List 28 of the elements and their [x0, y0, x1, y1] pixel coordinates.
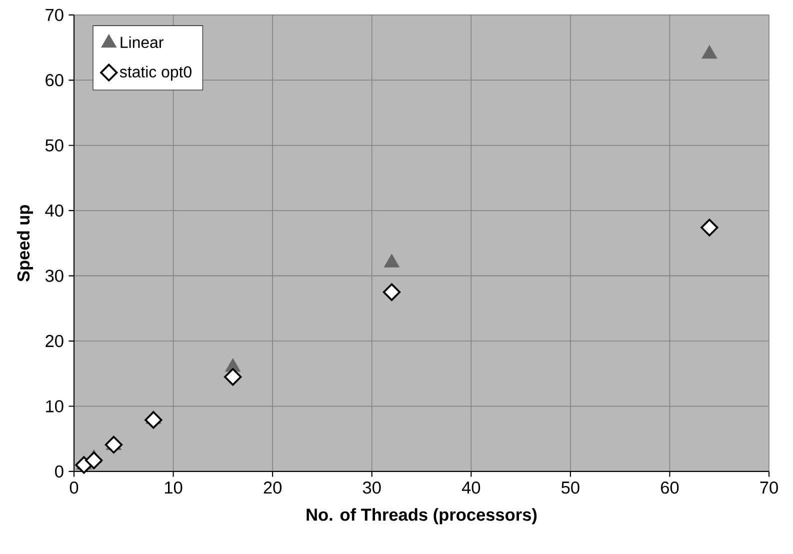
point	[700, 218, 718, 236]
legend-label: static opt0	[120, 66, 192, 81]
point	[144, 411, 162, 429]
point	[702, 45, 718, 59]
point	[224, 368, 242, 386]
x-tick-label: 10	[165, 481, 182, 494]
legend-label: Linear	[120, 36, 164, 48]
x-axis-title: No. of Threads (processors)	[306, 508, 537, 524]
x-tick-label: 20	[264, 481, 282, 494]
y-tick-label: 10	[46, 400, 64, 412]
x-tick-label: 70	[760, 481, 778, 494]
y-tick-label: 50	[45, 139, 64, 152]
y-tick-label: 40	[45, 204, 64, 217]
y-axis-title: Speed up	[16, 205, 34, 282]
y-tick-label: 0	[55, 465, 64, 478]
x-tick-label: 40	[462, 481, 480, 494]
y-tick-label: 70	[46, 8, 64, 22]
x-tick-label: 0	[70, 481, 78, 494]
point	[104, 436, 123, 454]
y-tick-label: 20	[46, 334, 64, 348]
point	[382, 283, 401, 301]
point	[384, 254, 400, 268]
x-tick-label: 30	[362, 481, 381, 494]
x-tick-label: 60	[660, 481, 679, 494]
y-tick-label: 30	[45, 270, 64, 282]
point	[85, 452, 103, 470]
x-tick-label: 50	[562, 481, 580, 494]
y-tick-label: 60	[46, 74, 64, 86]
